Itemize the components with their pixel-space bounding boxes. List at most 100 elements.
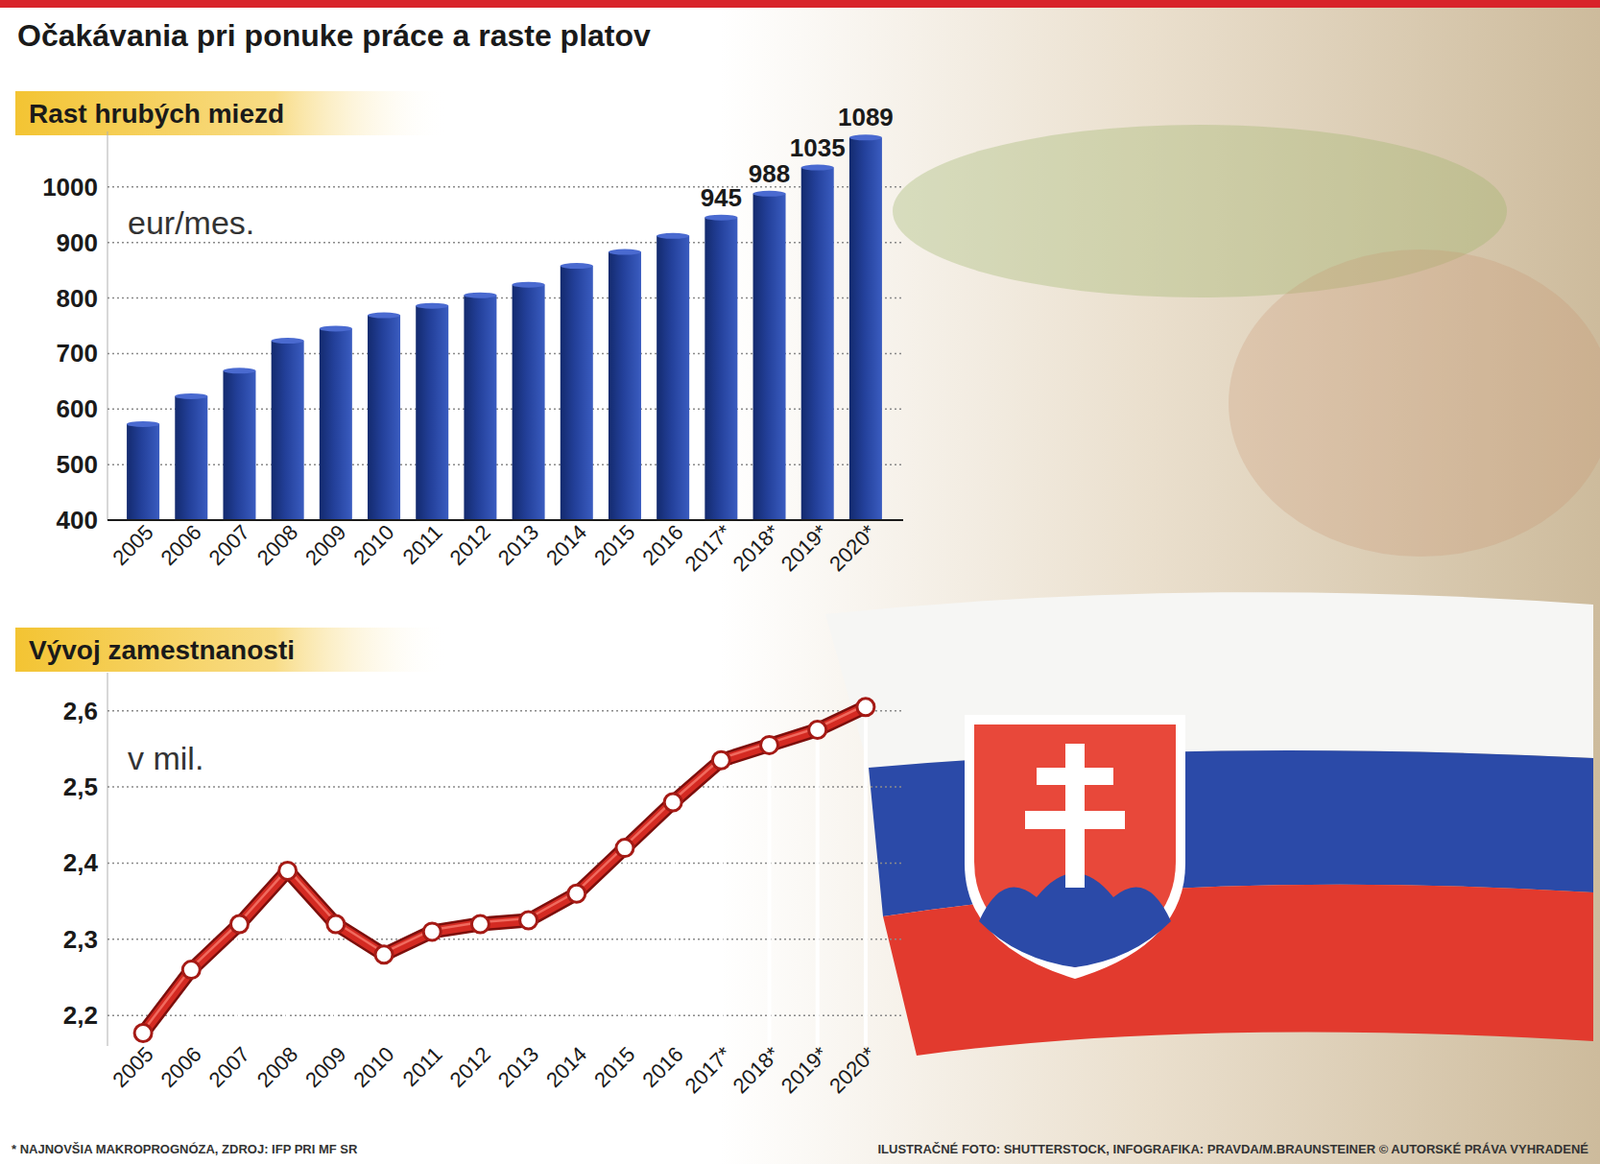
y-tick-label: 1000 — [42, 172, 98, 202]
marker — [712, 751, 730, 769]
line-group — [134, 698, 875, 1047]
shield-cross — [1025, 743, 1125, 888]
drop-line — [477, 924, 482, 1047]
line-highlight — [143, 705, 866, 1032]
drop-line — [718, 760, 723, 1047]
y-tick-label: 700 — [56, 338, 98, 368]
drop-line — [286, 870, 290, 1047]
marker — [279, 861, 297, 880]
bar — [319, 328, 353, 521]
shield — [974, 724, 1176, 968]
drop-line — [526, 920, 531, 1047]
x-tick-label: 2015 — [589, 520, 640, 571]
x-tick-label: 2009 — [300, 520, 351, 571]
bar — [512, 285, 546, 521]
x-tick-label: 2008 — [252, 1042, 303, 1093]
marker — [375, 946, 393, 964]
grid-line — [107, 710, 904, 713]
unit-label: v mil. — [127, 740, 204, 777]
bar — [704, 217, 738, 521]
x-tick-label: 2017* — [680, 520, 738, 577]
footnote: * NAJNOVŠIA MAKROPROGNÓZA, ZDROJ: IFP PR… — [11, 1142, 359, 1157]
bar-cap — [463, 292, 497, 299]
x-tick-label: 2018* — [728, 520, 786, 577]
flag — [825, 592, 1594, 1056]
bar — [222, 370, 256, 521]
y-tick-label: 2,5 — [63, 772, 98, 802]
bar-cap — [367, 312, 401, 319]
x-tick-label: 2011 — [398, 1042, 448, 1092]
drop-line — [334, 924, 338, 1047]
x-tick-label: 2019* — [776, 520, 834, 577]
drop-line — [670, 802, 675, 1047]
top-rule — [0, 0, 1600, 8]
x-tick-label: 2016 — [637, 520, 688, 571]
x-tick-label: 2016 — [637, 1042, 688, 1093]
y-tick-label: 2,2 — [63, 1001, 98, 1030]
grid-line — [107, 1014, 904, 1017]
bar — [415, 306, 449, 521]
y-tick-label: 400 — [56, 505, 98, 535]
bar-cap — [801, 165, 835, 171]
y-axis — [107, 672, 109, 1047]
x-tick-label: 2015 — [589, 1042, 640, 1093]
bar-cap — [222, 367, 256, 374]
x-tick-label: 2007 — [204, 1042, 255, 1093]
x-tick-label: 2012 — [445, 1042, 496, 1093]
bar-cap — [704, 214, 738, 221]
bar-cap — [560, 262, 594, 269]
grid-line — [107, 786, 904, 789]
infographic: Očakávania pri ponuke práce a raste plat… — [0, 0, 1600, 1164]
x-tick-label: 2014 — [541, 520, 592, 571]
drop-line — [767, 744, 772, 1047]
marker — [327, 915, 345, 933]
bar — [849, 137, 883, 521]
bar-cap — [608, 249, 642, 256]
x-tick-label: 2006 — [156, 520, 207, 571]
marker — [857, 698, 875, 717]
y-tick-label: 2,3 — [63, 925, 98, 955]
bar-cap — [319, 325, 353, 332]
bar-cap — [174, 393, 208, 400]
marker — [182, 961, 200, 980]
x-tick-label: 2019* — [776, 1042, 834, 1099]
line — [143, 707, 866, 1034]
y-tick-label: 800 — [56, 284, 98, 313]
marker — [664, 793, 682, 812]
bar — [126, 424, 160, 521]
bar — [801, 167, 835, 521]
x-tick-label: 2012 — [445, 520, 496, 571]
drop-line — [863, 707, 868, 1047]
drop-line — [815, 730, 820, 1047]
bar-cap — [753, 191, 787, 197]
bar — [753, 193, 787, 521]
flag-white — [825, 592, 1594, 768]
bars — [126, 134, 883, 521]
x-tick-label: 2017* — [680, 1042, 738, 1099]
x-tick-label: 2018* — [728, 1042, 786, 1099]
bar-cap — [415, 303, 449, 310]
bar-cap — [849, 134, 883, 141]
drop-line — [429, 931, 434, 1047]
marker — [761, 736, 779, 754]
x-tick-label: 2014 — [541, 1042, 592, 1093]
x-tick-label: 2008 — [252, 520, 303, 571]
marker — [423, 923, 441, 941]
data-label: 1035 — [789, 133, 846, 163]
y-tick-label: 2,6 — [63, 696, 98, 726]
x-axis — [107, 519, 904, 522]
bar-cap — [656, 233, 690, 239]
drop-line — [574, 893, 579, 1047]
y-tick-label: 500 — [56, 450, 98, 479]
bar-cap — [512, 282, 546, 288]
x-tick-label: 2007 — [204, 520, 255, 571]
shield-border — [964, 715, 1186, 980]
y-tick-label: 600 — [56, 394, 98, 424]
drop-line — [237, 924, 241, 1047]
y-axis — [107, 131, 109, 521]
y-tick-label: 2,4 — [63, 848, 99, 878]
drop-line — [382, 955, 386, 1047]
section-title: Rast hrubých miezd — [28, 98, 285, 129]
bar-cap — [126, 421, 160, 428]
bar-cap — [271, 337, 305, 344]
